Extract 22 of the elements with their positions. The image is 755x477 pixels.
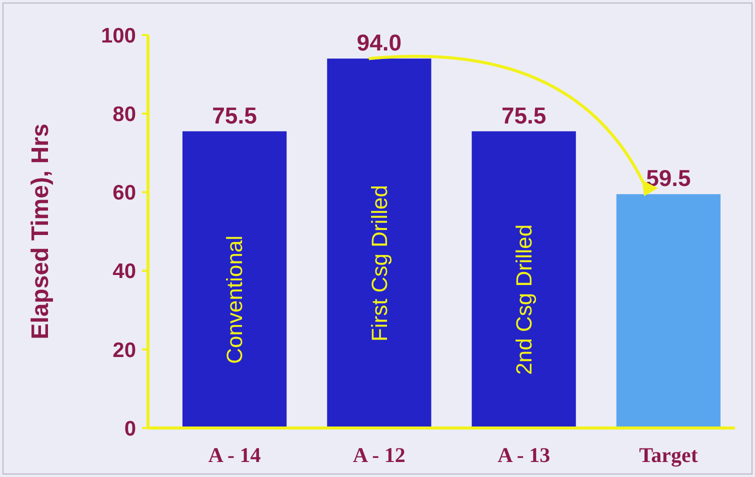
data-label: 75.5 [501,102,546,128]
annotation: Conventional [222,235,248,364]
x-tick-label: A - 14 [208,443,262,467]
y-tick-label: 40 [112,260,136,284]
bar [182,131,287,428]
data-label: 59.5 [646,165,692,192]
bar [327,58,432,428]
data-label: 75.5 [212,102,258,128]
y-tick-label: 100 [100,24,136,48]
x-tick-label: A - 13 [498,443,550,467]
y-axis-title: Elapsed Time), Hrs [27,124,54,340]
annotation: 2nd Csg Drilled [512,224,537,375]
data-label: 94.0 [356,30,402,56]
y-tick-label: 60 [112,182,136,205]
bar [616,194,721,428]
bar [472,131,576,428]
y-tick-label: 0 [124,417,136,440]
y-tick-label: 20 [112,338,136,362]
x-tick-label: Target [639,443,698,467]
annotation: First Csg Drilled [366,185,392,342]
y-tick-label: 80 [112,102,136,126]
x-tick-label: A - 12 [352,443,406,467]
